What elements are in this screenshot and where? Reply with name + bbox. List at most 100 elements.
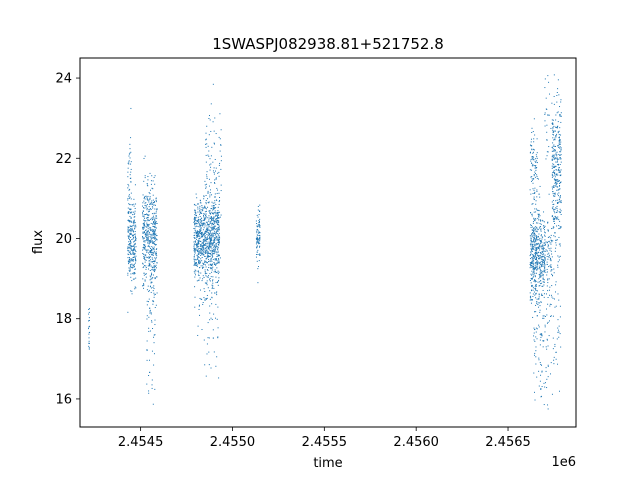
y-tick-label: 20 [55,232,72,247]
y-tick-label: 22 [55,152,72,167]
data-point [88,320,90,322]
data-point [218,235,220,237]
data-point [530,240,532,242]
data-point [530,251,532,253]
data-point [258,223,260,225]
data-point [217,336,219,338]
data-point [201,206,203,208]
data-point [531,250,533,252]
data-point [535,336,537,338]
data-point [554,236,556,238]
data-point [532,156,534,158]
data-point [535,292,537,294]
data-point [534,191,536,193]
data-point [534,187,536,189]
data-point [557,169,559,171]
data-point [194,306,196,308]
data-point [199,216,201,218]
data-point [218,254,220,256]
data-point [151,200,153,202]
data-point [208,258,210,260]
data-point [150,250,152,252]
data-point [198,253,200,255]
data-point [551,241,553,243]
data-point [193,221,195,223]
data-point [544,78,546,80]
data-point [197,218,199,220]
data-point [541,370,543,372]
data-point [154,226,156,228]
data-point [203,223,205,225]
data-point [200,258,202,260]
data-point [211,194,213,196]
data-point [145,273,147,275]
data-point [535,293,537,295]
data-point [536,238,538,240]
data-point [536,261,538,263]
data-point [547,408,549,410]
data-point [541,272,543,274]
data-point [560,200,562,202]
data-point [144,244,146,246]
data-point [555,169,557,171]
data-point [207,227,209,229]
data-point [538,359,540,361]
data-point [556,217,558,219]
data-point [204,223,206,225]
data-point [194,203,196,205]
data-point [530,239,532,241]
data-point [205,282,207,284]
data-point [559,305,561,307]
data-point [215,236,217,238]
data-point [198,308,200,310]
data-point [548,240,550,242]
data-point [255,220,257,222]
data-point [558,167,560,169]
data-point [546,285,548,287]
data-point [205,261,207,263]
data-point [557,363,559,365]
data-point [200,244,202,246]
data-point [149,203,151,205]
data-point [212,218,214,220]
data-point [153,342,155,344]
data-point [542,273,544,275]
data-point [194,263,196,265]
data-point [542,246,544,248]
data-point [128,220,130,222]
data-point [216,228,218,230]
data-point [534,399,536,401]
data-point [127,231,129,233]
data-point [88,345,90,347]
data-point [147,185,149,187]
data-point [153,294,155,296]
data-point [538,215,540,217]
data-point [536,328,538,330]
data-point [213,218,215,220]
data-point [257,240,259,242]
data-point [533,118,535,120]
data-point [531,274,533,276]
data-point [543,340,545,342]
data-point [534,288,536,290]
data-point [214,230,216,232]
data-point [530,264,532,266]
data-point [532,248,534,250]
data-point [553,149,555,151]
data-point [215,246,217,248]
data-point [554,145,556,147]
data-point [553,217,555,219]
data-point [217,172,219,174]
data-point [127,260,129,262]
data-point [145,214,147,215]
data-point [213,287,215,289]
data-point [210,130,212,132]
data-point [153,237,155,239]
data-point [213,226,215,228]
data-point [531,290,533,292]
data-point [153,234,155,236]
data-point [217,206,219,208]
data-point [146,222,148,224]
data-point [535,288,537,290]
data-point [553,157,555,159]
